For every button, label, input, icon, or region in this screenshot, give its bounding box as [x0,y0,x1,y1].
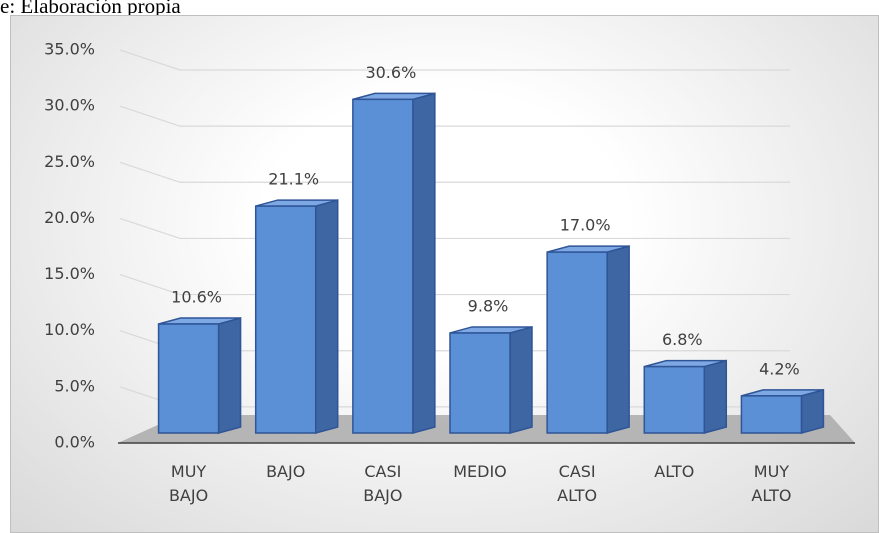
bar-front [352,98,414,434]
grid-line [119,217,790,240]
bar-front [546,251,608,434]
bar [449,325,533,434]
caption: e: Elaboración propia [0,0,181,18]
bar-front [449,332,511,434]
y-tick-label: 25.0% [44,152,95,171]
value-label: 21.1% [268,170,319,189]
bar-side [412,92,436,434]
x-tick-label: BAJO [266,462,306,481]
bar-side [800,388,825,434]
bar-side [314,199,339,434]
bar-side [703,359,728,434]
bar [157,316,242,434]
y-tick-label: 5.0% [54,376,95,395]
value-label: 4.2% [759,359,800,378]
x-tick-label: MUY ALTO [751,462,792,505]
bar-side [509,325,533,434]
y-tick-label: 35.0% [44,40,95,59]
value-label: 30.6% [365,63,416,82]
grid-line [119,49,790,71]
bar-side [606,245,630,434]
y-tick-label: 30.0% [44,96,95,115]
bar-front [254,205,317,434]
value-label: 6.8% [662,330,703,349]
bar [352,92,436,434]
value-label: 10.6% [171,287,222,306]
x-tick-label: MUY BAJO [168,462,209,505]
bar-front [643,365,706,434]
bar-side [217,316,242,434]
y-tick-label: 0.0% [54,433,95,452]
bar [643,359,728,434]
bar [740,388,825,434]
x-tick-label: CASI BAJO [363,462,403,505]
x-tick-label: MEDIO [453,462,507,481]
value-label: 9.8% [468,296,509,315]
grid-line [119,161,790,183]
y-tick-label: 10.0% [44,320,95,339]
bar-front [157,323,220,434]
x-tick-label: ALTO [654,462,695,481]
grid-line [119,105,790,127]
bar-front [740,395,803,434]
y-tick-label: 20.0% [44,208,95,227]
value-label: 17.0% [560,216,611,235]
bar [546,245,630,434]
y-tick-label: 15.0% [44,264,95,283]
x-tick-label: CASI ALTO [557,462,598,505]
bar [254,199,339,434]
